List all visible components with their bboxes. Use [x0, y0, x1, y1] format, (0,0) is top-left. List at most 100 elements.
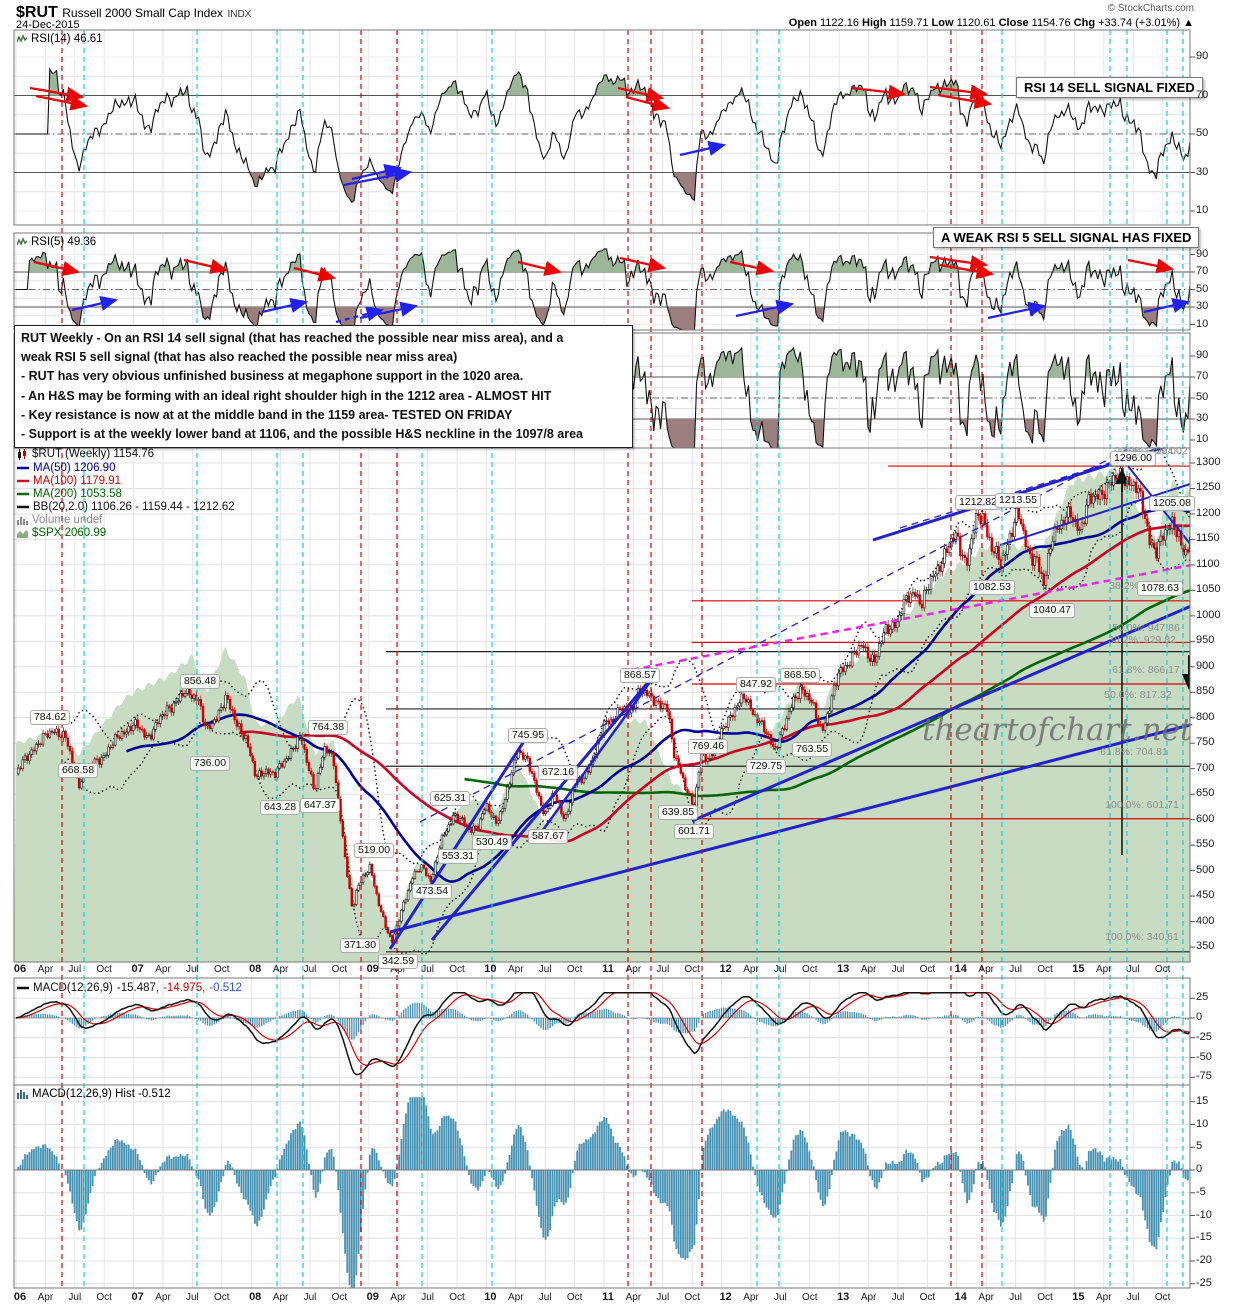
- price-callout: 736.00: [189, 756, 231, 771]
- year-axis-label: 10: [484, 963, 497, 975]
- month-axis-label: Apr: [272, 964, 289, 975]
- price-callout: 784.62: [29, 710, 71, 725]
- month-axis-label: Jul: [421, 964, 434, 975]
- price-tick-label: 1000: [1196, 608, 1221, 621]
- hist-tick-label: 10: [1196, 1117, 1209, 1130]
- macd-tick-label: -25: [1196, 1030, 1212, 1043]
- month-axis-label: Apr: [978, 1292, 994, 1303]
- macd-tick-label: -50: [1196, 1050, 1212, 1063]
- oscillator-icon: [16, 34, 28, 44]
- price-callout: 639.85: [657, 805, 699, 820]
- price-tick-label: 850: [1196, 685, 1215, 698]
- price-callout: 847.92: [735, 677, 777, 692]
- year-axis-label: 15: [1072, 1291, 1085, 1303]
- price-callout: 1205.08: [1149, 496, 1195, 511]
- open-value: 1122.16: [819, 17, 859, 29]
- main-legend-bb: BB(20,2.0) 1106.26 - 1159.44 - 1212.62: [17, 501, 235, 513]
- hist-tick-label: -15: [1196, 1231, 1212, 1244]
- main-legend-spx: $SPX 2060.99: [17, 527, 106, 539]
- price-tick-label: 1300: [1196, 456, 1221, 468]
- osc3-tick-label: 30: [1196, 412, 1209, 424]
- ohlc-readout: Open 1122.16 High 1159.71 Low 1120.61 Cl…: [789, 17, 1194, 29]
- price-tick-label: 750: [1196, 736, 1215, 749]
- year-axis-label: 08: [249, 1291, 262, 1303]
- price-callout: 1296.00: [1110, 451, 1156, 466]
- month-axis-label: Jul: [891, 1292, 905, 1303]
- month-axis-label: Oct: [96, 1292, 112, 1303]
- month-axis-label: Apr: [272, 1292, 289, 1303]
- price-tick-label: 900: [1196, 659, 1215, 672]
- year-axis-label: 06: [13, 963, 27, 975]
- month-axis-label: Oct: [802, 964, 818, 975]
- high-label: High: [862, 17, 887, 29]
- price-callout: 1082.53: [969, 580, 1015, 595]
- year-axis-label: 09: [366, 1291, 379, 1303]
- month-axis-label: Jul: [68, 1292, 82, 1303]
- month-axis-label: Apr: [508, 964, 524, 975]
- month-axis-label: Oct: [1037, 964, 1053, 975]
- rsi5-tick-label: 50: [1196, 282, 1209, 295]
- hist-tick-label: 0: [1196, 1163, 1203, 1175]
- macd-tick-label: 0: [1196, 1011, 1203, 1023]
- close-label: Close: [998, 17, 1029, 29]
- month-axis-label: Apr: [155, 964, 171, 975]
- stockcharts-credit: © StockCharts.com: [1107, 3, 1194, 14]
- hist-tick-label: -10: [1196, 1208, 1212, 1221]
- year-axis-label: 13: [837, 1291, 850, 1303]
- price-tick-label: 1150: [1196, 532, 1220, 545]
- hist-tick-label: -25: [1196, 1276, 1212, 1289]
- month-axis-label: Oct: [919, 1292, 936, 1303]
- line-icon: [17, 984, 29, 992]
- year-axis-label: 13: [837, 963, 850, 975]
- month-axis-label: Apr: [625, 964, 642, 975]
- month-axis-label: Oct: [1154, 964, 1171, 975]
- month-axis-label: Oct: [919, 964, 936, 975]
- year-axis-label: 12: [719, 1291, 732, 1303]
- rsi5-tick-label: 70: [1196, 265, 1209, 277]
- year-axis-label: 07: [131, 1291, 144, 1303]
- price-tick-label: 400: [1196, 914, 1215, 927]
- osc3-tick-label: 90: [1196, 349, 1209, 361]
- price-callout: 1213.55: [995, 493, 1041, 508]
- macd-tick-label: -75: [1196, 1070, 1212, 1083]
- macd-signal-value: -14.975,: [163, 982, 206, 994]
- rsi14-tick-label: 30: [1196, 165, 1209, 178]
- fib-level-label: 100.0%: 340.61: [1105, 931, 1179, 943]
- rsi14-tick-label: 50: [1196, 127, 1209, 139]
- price-tick-label: 800: [1196, 710, 1215, 723]
- line-icon: [17, 503, 29, 511]
- hist-tick-label: 5: [1196, 1140, 1203, 1153]
- month-axis-label: Jul: [185, 1292, 199, 1303]
- month-axis-label: Apr: [860, 964, 877, 975]
- chg-value: +33.74 (+3.01%) ▲: [1098, 17, 1194, 29]
- fib-level-label: 50.0%: 817.32: [1104, 689, 1172, 701]
- month-axis-label: Oct: [331, 1292, 348, 1303]
- rsi5-tick-label: 10: [1196, 317, 1209, 330]
- price-callout: 601.71: [673, 824, 715, 839]
- month-axis-label: Oct: [214, 1292, 230, 1303]
- price-callout: 530.49: [471, 835, 513, 850]
- main-legend-ma200: MA(200) 1053.58: [17, 488, 122, 500]
- price-callout: 625.31: [429, 791, 471, 806]
- volume-bars-icon: [17, 515, 28, 525]
- month-axis-label: Oct: [449, 964, 465, 975]
- month-axis-label: Apr: [390, 1292, 406, 1303]
- candlestick-icon: [17, 448, 28, 460]
- year-axis-label: 08: [249, 963, 262, 975]
- month-axis-label: Oct: [566, 1292, 583, 1303]
- price-callout: 668.58: [57, 763, 99, 778]
- month-axis-label: Jul: [538, 1292, 552, 1303]
- month-axis-label: Apr: [1096, 1292, 1112, 1303]
- main-legend-ma100: MA(100) 1179.91: [17, 475, 121, 487]
- price-callout: 769.46: [687, 739, 729, 754]
- note-line: weak RSI 5 sell signal (that has also re…: [21, 350, 458, 365]
- main-legend-volume: Volume undef: [17, 514, 102, 526]
- macd-hist-value: -0.512: [209, 982, 242, 994]
- year-axis-label: 07: [131, 963, 144, 975]
- month-axis-label: Jul: [1126, 1292, 1140, 1303]
- rsi5-legend: RSI(5) 49.36: [16, 236, 96, 248]
- month-axis-label: Apr: [390, 964, 406, 975]
- month-axis-label: Apr: [743, 1292, 759, 1303]
- fib-level-label: 61.8%: 704.81: [1100, 746, 1168, 758]
